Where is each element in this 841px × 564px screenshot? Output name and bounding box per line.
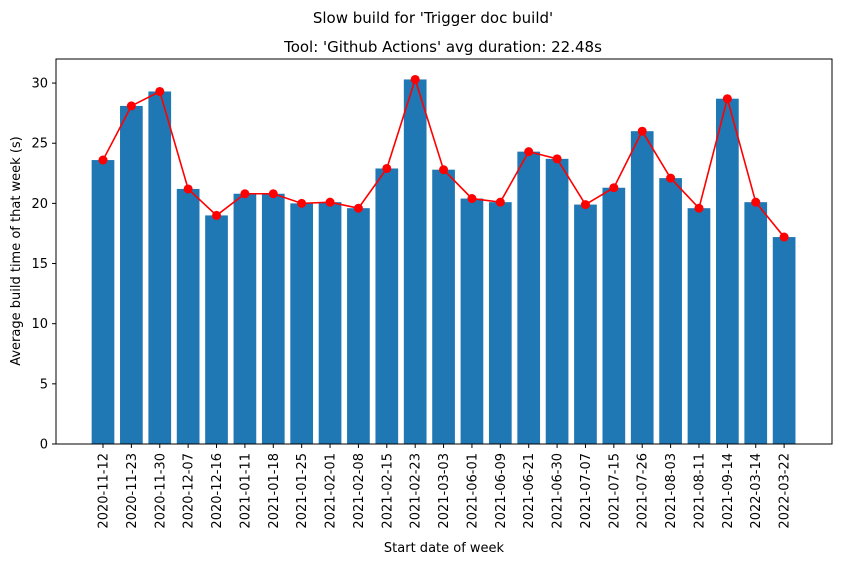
point-2021-08-11 xyxy=(694,203,704,213)
x-tick-label-2021-01-11: 2021-01-11 xyxy=(238,453,253,529)
x-tick-label-2021-08-03: 2021-08-03 xyxy=(664,453,679,529)
point-2021-02-08 xyxy=(353,203,363,213)
chart-title: Tool: 'Github Actions' avg duration: 22.… xyxy=(283,38,602,56)
bar-2021-07-07 xyxy=(574,204,597,444)
bar-2020-11-30 xyxy=(148,91,172,444)
x-tick-label-2021-07-15: 2021-07-15 xyxy=(607,453,622,529)
y-tick-label-5: 5 xyxy=(40,377,48,392)
bars-group xyxy=(91,79,796,445)
x-tick-label-2021-06-09: 2021-06-09 xyxy=(494,453,509,529)
y-tick-label-10: 10 xyxy=(31,317,48,332)
x-tick-label-2022-03-22: 2022-03-22 xyxy=(778,453,793,529)
point-2021-02-01 xyxy=(325,197,335,207)
bar-2021-02-15 xyxy=(375,168,399,445)
point-2021-01-18 xyxy=(268,189,278,199)
point-2021-02-15 xyxy=(382,163,392,173)
point-2021-06-21 xyxy=(524,147,534,157)
bar-2020-12-16 xyxy=(205,215,228,444)
x-tick-label-2021-07-26: 2021-07-26 xyxy=(636,453,651,529)
bar-2022-03-22 xyxy=(772,237,796,444)
point-2021-06-30 xyxy=(552,154,562,164)
point-2022-03-14 xyxy=(751,197,761,207)
point-2021-06-09 xyxy=(495,197,505,207)
plot-frame xyxy=(55,58,833,445)
x-tick-label-2020-11-30: 2020-11-30 xyxy=(153,453,168,529)
point-2020-11-30 xyxy=(155,86,165,96)
point-2021-03-03 xyxy=(439,165,449,175)
point-2021-02-23 xyxy=(410,74,420,84)
point-2021-08-03 xyxy=(666,173,676,183)
y-tick-label-20: 20 xyxy=(31,197,48,212)
bar-2021-01-11 xyxy=(233,193,257,444)
x-axis-label: Start date of week xyxy=(384,541,505,556)
x-tick-label-2021-08-11: 2021-08-11 xyxy=(692,453,707,529)
point-2020-12-07 xyxy=(183,184,193,194)
point-2021-01-25 xyxy=(297,198,307,208)
bar-2021-02-01 xyxy=(318,202,342,444)
x-tick-label-2021-02-23: 2021-02-23 xyxy=(409,453,424,529)
x-tick-label-2020-12-07: 2020-12-07 xyxy=(182,453,197,529)
bar-2021-08-03 xyxy=(659,178,682,445)
point-2021-09-14 xyxy=(722,94,732,104)
bar-2021-02-08 xyxy=(347,208,370,444)
point-2022-03-22 xyxy=(779,232,789,242)
y-axis: 0 5 10 15 20 25 30 xyxy=(31,77,56,453)
y-tick-label-0: 0 xyxy=(40,438,48,453)
point-2021-06-01 xyxy=(467,194,477,204)
x-axis: 2020-11-12 2020-11-23 2020-11-30 2020-12-07… xyxy=(97,444,793,529)
bar-2020-12-07 xyxy=(176,188,200,444)
bar-2021-07-15 xyxy=(602,187,626,445)
point-2020-11-12 xyxy=(98,155,108,165)
bar-2021-02-23 xyxy=(403,79,427,444)
bar-2021-07-26 xyxy=(630,131,654,444)
bar-2021-08-11 xyxy=(687,208,711,444)
line-series-group xyxy=(98,74,789,242)
x-tick-label-2021-09-14: 2021-09-14 xyxy=(721,453,736,529)
bar-2021-01-25 xyxy=(290,203,314,445)
y-tick-label-25: 25 xyxy=(31,137,48,152)
x-tick-label-2021-06-01: 2021-06-01 xyxy=(465,453,480,529)
x-tick-label-2021-07-07: 2021-07-07 xyxy=(579,453,594,529)
bar-2021-03-03 xyxy=(432,169,455,444)
point-2020-12-16 xyxy=(212,210,222,220)
point-2021-01-11 xyxy=(240,189,250,199)
bar-2020-11-12 xyxy=(91,160,115,444)
bar-2021-06-21 xyxy=(517,151,541,444)
y-tick-label-15: 15 xyxy=(31,257,48,272)
x-tick-label-2021-03-03: 2021-03-03 xyxy=(437,453,452,529)
point-2020-11-23 xyxy=(126,101,136,111)
x-tick-label-2022-03-14: 2022-03-14 xyxy=(749,453,764,529)
bar-2021-06-30 xyxy=(545,158,569,445)
x-tick-label-2021-02-01: 2021-02-01 xyxy=(324,453,339,529)
point-2021-07-26 xyxy=(637,126,647,136)
bar-2021-06-09 xyxy=(488,202,512,444)
y-axis-label: Average build time of that week (s) xyxy=(9,136,24,366)
x-tick-label-2021-06-30: 2021-06-30 xyxy=(551,453,566,529)
point-2021-07-07 xyxy=(580,200,590,210)
y-tick-label-30: 30 xyxy=(31,77,48,92)
bar-2021-01-18 xyxy=(261,193,285,444)
x-tick-label-2020-11-12: 2020-11-12 xyxy=(97,453,112,529)
x-tick-label-2020-12-16: 2020-12-16 xyxy=(210,453,225,529)
bar-2021-09-14 xyxy=(716,98,739,444)
x-tick-label-2021-06-21: 2021-06-21 xyxy=(522,453,537,529)
bar-2022-03-14 xyxy=(744,202,768,444)
x-tick-label-2021-02-15: 2021-02-15 xyxy=(380,453,395,529)
bar-2021-06-01 xyxy=(460,198,484,444)
x-tick-label-2020-11-23: 2020-11-23 xyxy=(125,453,140,529)
x-tick-label-2021-02-08: 2021-02-08 xyxy=(352,453,367,529)
x-tick-label-2021-01-25: 2021-01-25 xyxy=(295,453,310,529)
bar-2020-11-23 xyxy=(120,105,143,445)
point-2021-07-15 xyxy=(609,183,619,193)
chart-suptitle: Slow build for 'Trigger doc build' xyxy=(313,9,553,27)
x-tick-label-2021-01-18: 2021-01-18 xyxy=(267,453,282,529)
